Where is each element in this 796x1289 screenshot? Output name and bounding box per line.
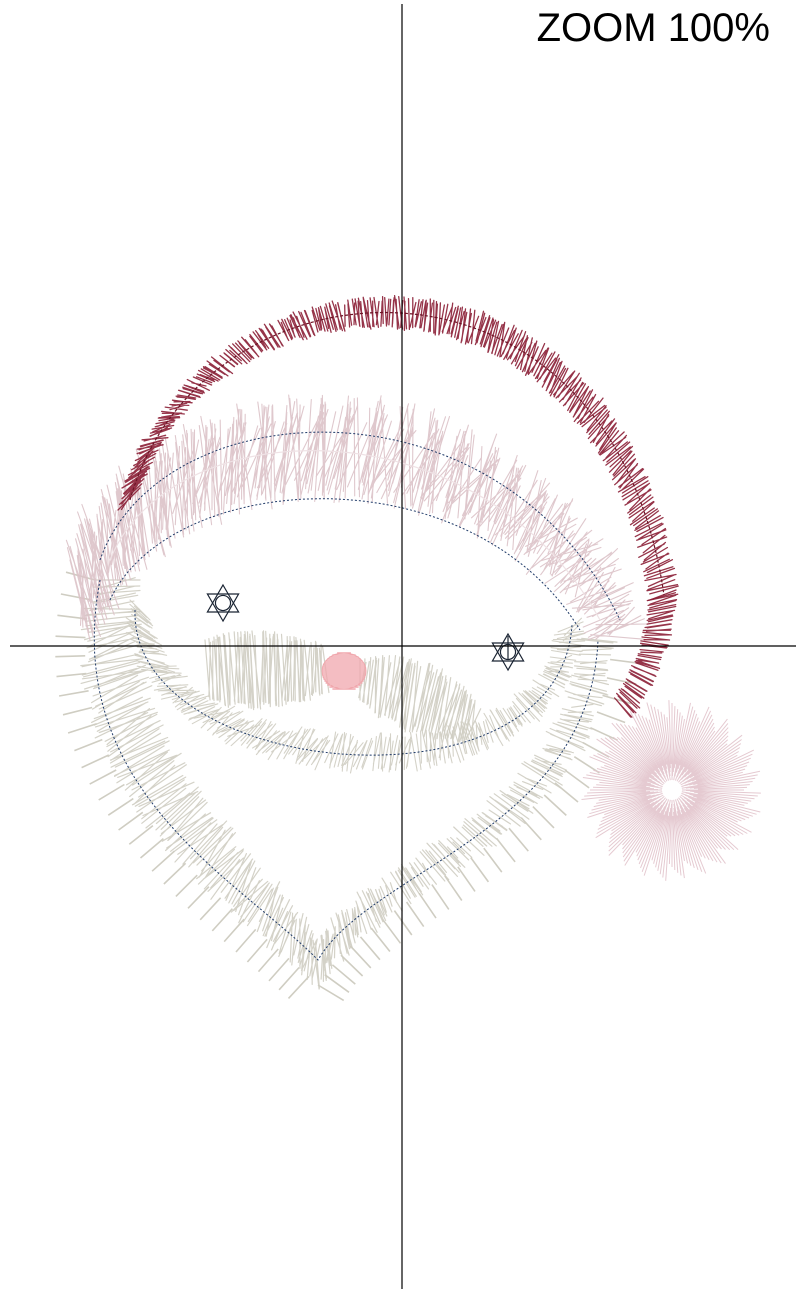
zoom-indicator: ZOOM 100% xyxy=(536,6,770,50)
mustache xyxy=(204,630,482,744)
nose xyxy=(321,652,367,690)
left-eye-marker-icon[interactable] xyxy=(206,583,240,623)
hat-fur-trim xyxy=(65,394,648,641)
beard-outline xyxy=(93,579,599,961)
right-eye-marker-icon[interactable] xyxy=(491,632,525,672)
pom-pom xyxy=(581,700,761,881)
santa-embroidery-design[interactable] xyxy=(55,294,761,1002)
